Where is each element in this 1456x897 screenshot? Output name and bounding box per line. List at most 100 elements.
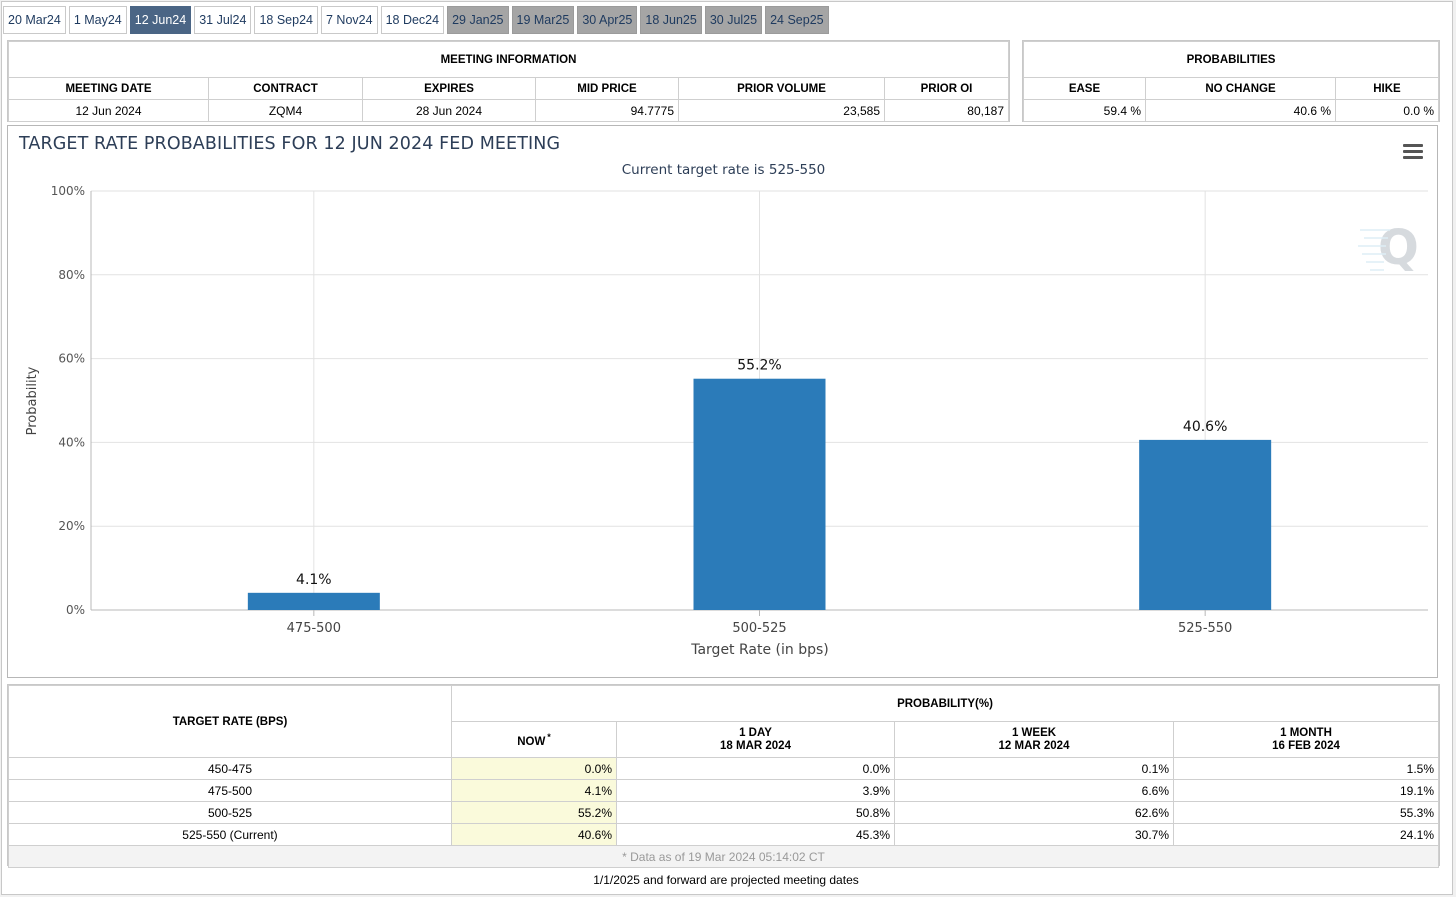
col-prior-oi: PRIOR OI <box>884 77 1009 100</box>
chart-subtitle: Current target rate is 525-550 <box>621 162 826 178</box>
tab-meeting[interactable]: 31 Jul24 <box>194 6 252 34</box>
tab-meeting-projected[interactable]: 18 Jun25 <box>640 6 702 34</box>
col-prior-volume: PRIOR VOLUME <box>678 77 885 100</box>
tab-meeting-projected[interactable]: 19 Mar25 <box>511 6 575 34</box>
col-mid-price: MID PRICE <box>535 77 679 100</box>
tab-meeting[interactable]: 18 Dec24 <box>380 6 445 34</box>
x-tick-label: 525-550 <box>1178 621 1232 636</box>
day-cell: 0.0% <box>616 757 895 780</box>
tab-meeting-projected[interactable]: 30 Jul25 <box>704 6 763 34</box>
table-row: 500-525 55.2% 50.8% 62.6% 55.3% <box>8 801 1439 824</box>
col-expires: EXPIRES <box>362 77 536 100</box>
chart-title: TARGET RATE PROBABILITIES FOR 12 JUN 202… <box>19 134 561 154</box>
rate-cell: 500-525 <box>8 801 452 824</box>
month-cell: 1.5% <box>1173 757 1439 780</box>
x-axis-label: Target Rate (in bps) <box>690 642 829 658</box>
col-now-marker: * <box>547 731 551 742</box>
day-cell: 45.3% <box>616 823 895 846</box>
y-tick-label: 0% <box>66 603 85 617</box>
hike-value: 0.0 % <box>1335 99 1439 122</box>
col-1-month: 1 MONTH 16 FEB 2024 <box>1173 721 1439 758</box>
col-meeting-date: MEETING DATE <box>8 77 209 100</box>
chart-panel: TARGET RATE PROBABILITIES FOR 12 JUN 202… <box>7 125 1438 678</box>
meeting-tabs: 20 Mar24 1 May24 12 Jun24 31 Jul24 18 Se… <box>3 6 832 34</box>
rate-cell: 475-500 <box>8 779 452 802</box>
col-1-week-date: 12 MAR 2024 <box>998 739 1070 752</box>
bar-500-525[interactable] <box>693 378 826 610</box>
col-contract: CONTRACT <box>208 77 363 100</box>
col-1-day: 1 DAY 18 MAR 2024 <box>616 721 895 758</box>
bar-chart: 0% 20% 40% 60% 80% 100% Q 4.1% 475-500 55.2% 500… <box>25 184 1428 658</box>
y-tick-label: 40% <box>58 435 85 449</box>
data-as-of-note: * Data as of 19 Mar 2024 05:14:02 CT <box>8 845 1439 868</box>
y-tick-label: 60% <box>58 352 85 366</box>
q-logo-icon: Q <box>1358 220 1419 276</box>
month-cell: 24.1% <box>1173 823 1439 846</box>
y-axis-label: Probability <box>25 366 40 435</box>
meeting-date-value: 12 Jun 2024 <box>8 99 209 122</box>
col-no-change: NO CHANGE <box>1145 77 1336 100</box>
rate-cell: 525-550 (Current) <box>8 823 452 846</box>
tab-meeting[interactable]: 1 May24 <box>68 6 127 34</box>
data-label: 4.1% <box>296 572 332 588</box>
probabilities-panel: PROBABILITIES EASE NO CHANGE HIKE 59.4 %… <box>1022 40 1440 122</box>
day-cell: 50.8% <box>616 801 895 824</box>
bar-525-550[interactable] <box>1139 439 1272 610</box>
tab-meeting[interactable]: 18 Sep24 <box>254 6 318 34</box>
col-now: NOW * <box>451 721 617 758</box>
prior-oi-value: 80,187 <box>884 99 1009 122</box>
rate-cell: 450-475 <box>8 757 452 780</box>
y-tick-label: 100% <box>51 184 85 198</box>
now-cell: 4.1% <box>451 779 617 802</box>
now-cell: 40.6% <box>451 823 617 846</box>
tab-meeting-projected[interactable]: 24 Sep25 <box>765 6 829 34</box>
tab-meeting[interactable]: 7 Nov24 <box>321 6 378 34</box>
mid-price-value: 94.7775 <box>535 99 679 122</box>
ease-value: 59.4 % <box>1023 99 1146 122</box>
x-tick-label: 475-500 <box>287 621 341 636</box>
probabilities-table: PROBABILITIES EASE NO CHANGE HIKE 59.4 %… <box>1023 41 1439 122</box>
no-change-value: 40.6 % <box>1145 99 1336 122</box>
svg-text:Q: Q <box>1378 220 1419 276</box>
meeting-information-table: MEETING INFORMATION MEETING DATE CONTRAC… <box>8 41 1009 122</box>
data-label: 40.6% <box>1183 419 1227 435</box>
probability-table: TARGET RATE (BPS) PROBABILITY(%) NOW * 1 … <box>8 685 1439 868</box>
tab-meeting-projected[interactable]: 30 Apr25 <box>577 6 638 34</box>
week-cell: 0.1% <box>894 757 1174 780</box>
now-cell: 0.0% <box>451 757 617 780</box>
bar-layer: 4.1% 475-500 55.2% 500-525 40.6% 525-550 <box>247 358 1272 636</box>
week-cell: 6.6% <box>894 779 1174 802</box>
projected-dates-note: 1/1/2025 and forward are projected meeti… <box>593 873 859 887</box>
probabilities-title: PROBABILITIES <box>1023 41 1439 78</box>
col-1-day-label: 1 DAY <box>739 726 772 739</box>
tab-meeting-projected[interactable]: 29 Jan25 <box>447 6 509 34</box>
expires-value: 28 Jun 2024 <box>362 99 536 122</box>
col-1-week-label: 1 WEEK <box>1011 726 1057 739</box>
contract-value: ZQM4 <box>208 99 363 122</box>
hamburger-menu-icon[interactable] <box>1403 144 1423 160</box>
week-cell: 30.7% <box>894 823 1174 846</box>
col-1-month-date: 16 FEB 2024 <box>1272 739 1340 752</box>
tab-meeting-active[interactable]: 12 Jun24 <box>129 6 192 34</box>
month-cell: 19.1% <box>1173 779 1439 802</box>
y-tick-label: 20% <box>58 519 85 533</box>
week-cell: 62.6% <box>894 801 1174 824</box>
x-tick-label: 500-525 <box>732 621 786 636</box>
probability-header: PROBABILITY(%) <box>451 685 1439 722</box>
month-cell: 55.3% <box>1173 801 1439 824</box>
col-1-week: 1 WEEK 12 MAR 2024 <box>894 721 1174 758</box>
table-row: 475-500 4.1% 3.9% 6.6% 19.1% <box>8 779 1439 802</box>
probability-table-panel: TARGET RATE (BPS) PROBABILITY(%) NOW * 1 … <box>7 684 1440 868</box>
bar-475-500[interactable] <box>247 592 380 610</box>
col-1-day-date: 18 MAR 2024 <box>720 739 791 752</box>
col-ease: EASE <box>1023 77 1146 100</box>
table-row: 525-550 (Current) 40.6% 45.3% 30.7% 24.1… <box>8 823 1439 846</box>
table-row: 450-475 0.0% 0.0% 0.1% 1.5% <box>8 757 1439 780</box>
meeting-information-title: MEETING INFORMATION <box>8 41 1009 78</box>
col-1-month-label: 1 MONTH <box>1280 726 1332 739</box>
day-cell: 3.9% <box>616 779 895 802</box>
tab-meeting[interactable]: 20 Mar24 <box>3 6 66 34</box>
col-hike: HIKE <box>1335 77 1439 100</box>
y-tick-label: 80% <box>58 268 85 282</box>
now-cell: 55.2% <box>451 801 617 824</box>
